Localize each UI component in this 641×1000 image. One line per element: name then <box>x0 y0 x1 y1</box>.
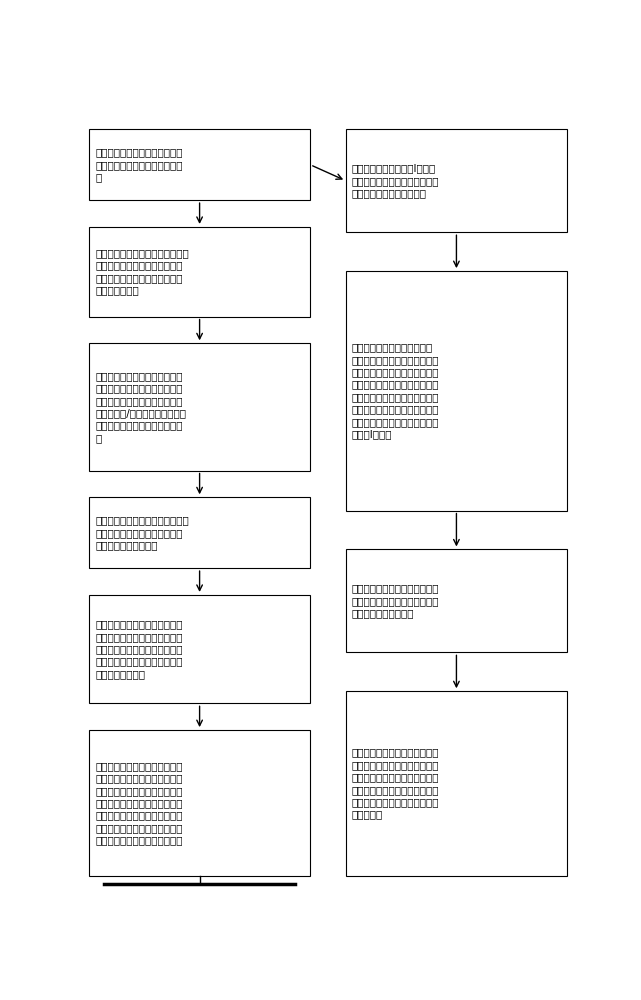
Bar <box>346 549 567 652</box>
Bar <box>89 129 310 200</box>
Text: 继续滑动钻进，当需要转换为复
合钻进时，在每个地面扭摆周期
内逐渐增加顺时针旋转的扭矩，
降低逆时针旋转的扭矩，当整个
钻柱被顺时针转动起来后即转换
为复合钻进: 继续滑动钻进，当需要转换为复 合钻进时，在每个地面扭摆周期 内逐渐增加顺时针旋转… <box>352 748 439 820</box>
Bar <box>89 730 310 876</box>
Bar <box>346 129 567 232</box>
Bar <box>346 271 567 511</box>
Text: 一段时间后（半分钟之后）获得
工具面角的变化值后，如果没有
调整到位，则继续调整: 一段时间后（半分钟之后）获得 工具面角的变化值后，如果没有 调整到位，则继续调整 <box>352 583 439 618</box>
Text: 开始滑动钻进，控制钻柱下放的
速度，使离底旋转时的立管压力
与钻进时的立管压力的差值保持
在某一设定压差附近，如螺杆钻
具的最佳工作压差: 开始滑动钻进，控制钻柱下放的 速度，使离底旋转时的立管压力 与钻进时的立管压力的… <box>95 619 183 679</box>
Text: 继续滑动钻进，钻压控制困难时
开始地面左右扭摆钻柱，首先计
算旋转钻柱至第一分界面需要施
加的地面扭矩值，然后往一个方
向旋转钻柱，到达该值后往反方
向旋转钻柱: 继续滑动钻进，钻压控制困难时 开始地面左右扭摆钻柱，首先计 算旋转钻柱至第一分界… <box>95 761 183 845</box>
Text: 随着继续钻进，分界面Ⅰ的深度
逐渐加深，逐渐增加地面旋转钻
柱的扭矩值，同时平稳送钻: 随着继续钻进，分界面Ⅰ的深度 逐渐加深，逐渐增加地面旋转钻 柱的扭矩值，同时平稳… <box>352 163 439 198</box>
Text: 根据设计井深、摩阻大小选择轴
向振动工具尺寸、结构等参数，
并进一步根据钻井液排量、钻柱
组合、钻柱/井壁之间的摩擦系数
计算最优的脉冲振动工具安放位
置: 根据设计井深、摩阻大小选择轴 向振动工具尺寸、结构等参数， 并进一步根据钻井液排… <box>95 371 186 443</box>
Bar <box>89 595 310 703</box>
Bar <box>89 497 310 568</box>
Text: 下钻，测量钻柱离底旋转、上提、
下放的摩阻和摩扭，以及离底旋
转和钻进时的立管压力: 下钻，测量钻柱离底旋转、上提、 下放的摩阻和摩扭，以及离底旋 转和钻进时的立管压… <box>95 515 189 550</box>
Bar <box>89 343 310 471</box>
Text: 滑动钻进至一定井深后，摩阻力
较大，准备起钻接入轴向振动工
具: 滑动钻进至一定井深后，摩阻力 较大，准备起钻接入轴向振动工 具 <box>95 147 183 182</box>
Bar <box>89 227 310 317</box>
Text: 起钻前测量钻柱离底旋转、上提、
下放的摩阻和摩扭以及钻柱立管
压力，并进一步计算钻柱与井壁
之间的摩擦系数: 起钻前测量钻柱离底旋转、上提、 下放的摩阻和摩扭以及钻柱立管 压力，并进一步计算… <box>95 248 189 295</box>
Bar <box>346 691 567 876</box>
Text: 当需要调整动力钻具的工具面
时，首先利用扭矩载荷传递模型
计算需要施加的地面扭矩，然后
往需要调整的方向旋转钻柱，直
到达到该扭矩值，然后反方向旋
转钻柱，反转: 当需要调整动力钻具的工具面 时，首先利用扭矩载荷传递模型 计算需要施加的地面扭矩… <box>352 342 439 439</box>
